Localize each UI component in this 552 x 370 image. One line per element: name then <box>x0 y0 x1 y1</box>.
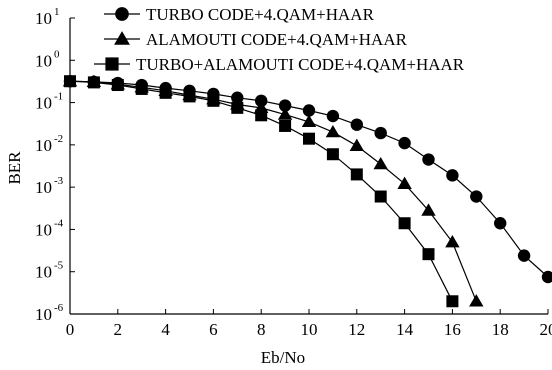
data-point-circle <box>350 118 363 131</box>
y-tick-base: 10 <box>35 220 52 239</box>
x-tick-label: 4 <box>161 320 170 339</box>
data-point-circle <box>446 169 459 182</box>
y-tick-exponent: -2 <box>54 133 63 145</box>
x-tick-label: 16 <box>444 320 461 339</box>
x-axis-label: Eb/No <box>261 348 305 367</box>
data-point-circle <box>302 104 316 117</box>
y-tick-label: 10 -5 <box>35 260 64 282</box>
data-point-square <box>350 168 363 181</box>
data-point-square <box>326 148 339 161</box>
y-tick-label: 10 -6 <box>35 302 64 324</box>
series-circle <box>63 75 552 284</box>
legend-label: TURBO CODE+4.QAM+HAAR <box>146 5 375 24</box>
series-layer <box>62 74 552 308</box>
legend-item: ALAMOUTI CODE+4.QAM+HAAR <box>104 30 408 49</box>
y-tick-label: 10 -3 <box>35 175 64 197</box>
y-tick-base: 10 <box>35 51 52 70</box>
data-point-square <box>303 132 315 145</box>
tick-labels: 0246810121416182010110010-110-210-310-41… <box>35 6 552 339</box>
legend-item: TURBO CODE+4.QAM+HAAR <box>104 5 375 24</box>
legend: TURBO CODE+4.QAM+HAAR ALAMOUTI CODE+4.QAM… <box>94 5 465 74</box>
y-tick-base: 10 <box>35 178 52 197</box>
data-point-square <box>255 109 268 122</box>
y-tick-base: 10 <box>35 263 52 282</box>
y-tick-exponent: -6 <box>54 302 64 314</box>
data-point-circle <box>278 99 292 112</box>
x-tick-label: 2 <box>114 320 123 339</box>
legend-label: ALAMOUTI CODE+4.QAM+HAAR <box>146 30 408 49</box>
y-tick-exponent: -4 <box>54 217 64 229</box>
data-point-triangle <box>373 157 388 170</box>
y-tick-base: 10 <box>35 136 52 155</box>
y-tick-label: 10 -4 <box>35 217 64 239</box>
data-point-circle <box>115 7 129 21</box>
data-point-triangle <box>445 235 460 248</box>
data-point-circle <box>517 249 531 262</box>
x-tick-label: 20 <box>540 320 552 339</box>
y-tick-label: 10 -2 <box>35 133 63 155</box>
y-tick-label: 10 0 <box>35 48 60 70</box>
data-point-triangle <box>469 294 484 307</box>
data-point-square <box>446 295 459 308</box>
data-point-square <box>87 76 100 89</box>
x-tick-label: 0 <box>66 320 75 339</box>
data-point-circle <box>541 270 552 284</box>
y-tick-base: 10 <box>35 9 52 28</box>
x-tick-label: 8 <box>257 320 266 339</box>
y-tick-exponent: -5 <box>54 260 64 272</box>
data-point-circle <box>374 126 387 140</box>
y-tick-exponent: -3 <box>54 175 64 187</box>
data-point-triangle <box>397 176 412 189</box>
data-point-circle <box>494 217 507 230</box>
y-tick-exponent: 0 <box>54 48 60 60</box>
y-axis-label: BER <box>5 151 24 185</box>
data-point-triangle <box>277 107 293 120</box>
data-point-triangle <box>325 124 341 138</box>
legend-item: TURBO+ALAMOUTI CODE+4.QAM+HAAR <box>94 55 465 74</box>
data-point-square <box>159 86 172 99</box>
data-point-square <box>279 119 292 132</box>
y-tick-label: 10 1 <box>35 6 60 28</box>
data-point-circle <box>326 109 340 123</box>
data-point-triangle <box>421 203 436 216</box>
data-point-triangle <box>301 114 317 128</box>
data-point-circle <box>422 153 435 166</box>
legend-label: TURBO+ALAMOUTI CODE+4.QAM+HAAR <box>136 55 465 74</box>
data-point-square <box>64 75 76 88</box>
data-point-circle <box>398 136 411 150</box>
data-point-square <box>111 79 124 92</box>
y-tick-base: 10 <box>35 94 52 113</box>
data-point-triangle <box>349 138 364 151</box>
x-tick-label: 10 <box>301 320 318 339</box>
x-tick-label: 12 <box>348 320 365 339</box>
data-point-square <box>398 217 411 230</box>
y-tick-exponent: 1 <box>54 6 60 18</box>
data-point-square <box>231 101 244 114</box>
y-tick-base: 10 <box>35 305 52 324</box>
x-tick-label: 6 <box>209 320 218 339</box>
y-tick-label: 10 -1 <box>35 91 63 113</box>
y-tick-exponent: -1 <box>54 91 63 103</box>
x-tick-label: 18 <box>492 320 509 339</box>
x-tick-label: 14 <box>396 320 414 339</box>
data-point-square <box>422 248 435 261</box>
data-point-circle <box>470 190 483 203</box>
data-point-triangle <box>114 31 130 45</box>
data-point-square <box>105 57 119 71</box>
data-point-square <box>135 82 148 95</box>
series-triangle <box>62 74 484 307</box>
series-line <box>69 80 477 302</box>
data-point-square <box>374 190 387 203</box>
data-point-square <box>207 94 220 107</box>
series-square <box>64 75 459 308</box>
data-point-square <box>183 90 196 103</box>
